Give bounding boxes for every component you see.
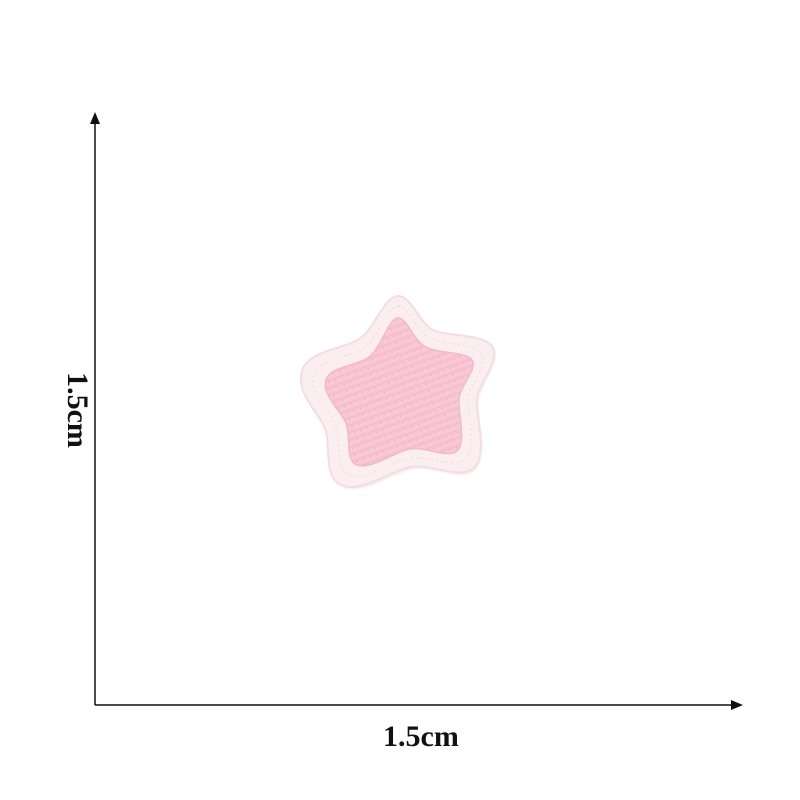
width-label: 1.5cm: [383, 720, 459, 753]
height-label: 1.5cm: [61, 372, 94, 448]
star-patch: [299, 294, 496, 489]
width-arrow-icon: [731, 700, 743, 710]
star-fill: [324, 317, 474, 467]
height-arrow-icon: [90, 112, 100, 124]
